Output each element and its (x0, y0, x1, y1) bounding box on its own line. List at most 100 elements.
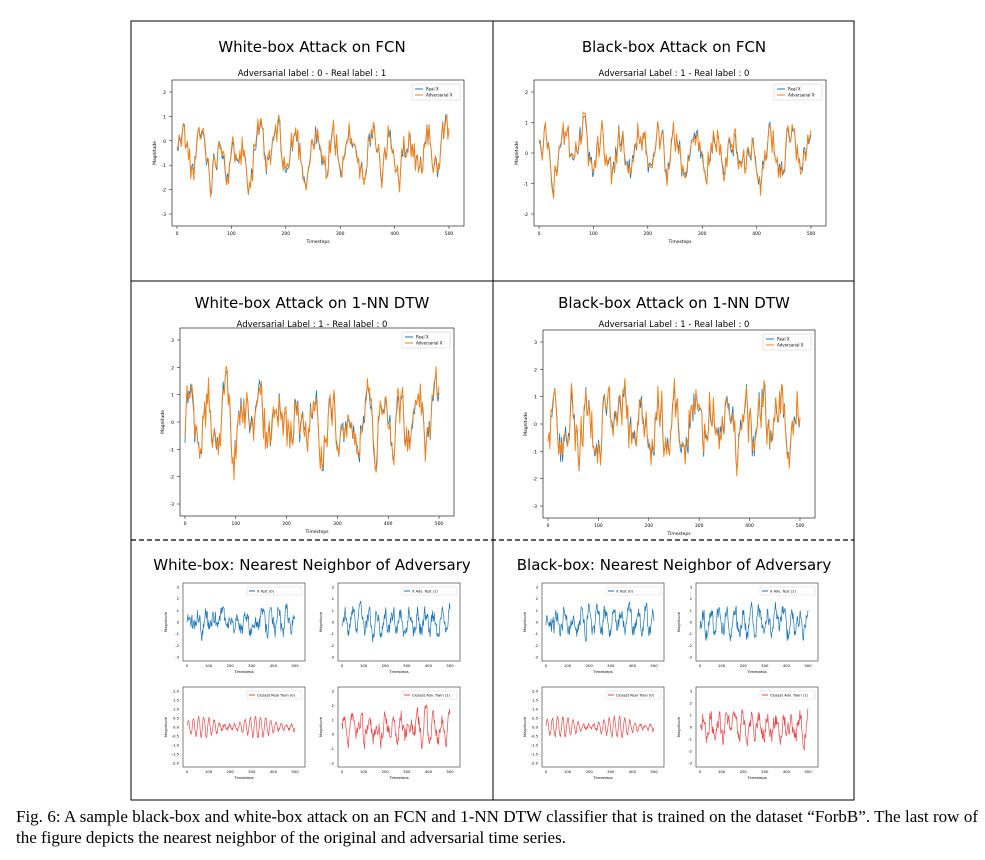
y-tick-label: -2 (533, 477, 538, 483)
y-tick-label: 1 (163, 114, 166, 120)
y-tick-label: -3 (170, 502, 175, 508)
nn-y-tick-label: -3 (534, 655, 538, 660)
nn-y-axis-label: Magnitude (318, 716, 323, 737)
legend-label: Adversarial X (416, 341, 443, 346)
x-tick-label: 300 (695, 523, 704, 529)
nn-series (699, 601, 809, 642)
x-tick-label: 100 (594, 523, 603, 529)
y-tick-label: 0 (171, 420, 174, 426)
legend-label: Real X (788, 87, 801, 92)
nn-legend-box (759, 586, 816, 596)
y-tick-label: -1 (533, 449, 538, 455)
x-tick-label: 100 (227, 231, 236, 237)
y-tick-label: -1 (524, 182, 529, 188)
y-tick-label: 0 (525, 151, 528, 157)
nn-y-tick-label: -1.5 (531, 752, 539, 757)
nn-x-tick-label: 100 (205, 769, 213, 774)
nn-y-tick-label: 0.5 (532, 716, 539, 721)
y-tick-label: -1 (162, 163, 167, 169)
nn-x-tick-label: 200 (586, 663, 594, 668)
nn-legend-label: Closest Real Train (0) (616, 694, 655, 698)
x-tick-label: 200 (282, 521, 291, 527)
y-axis-label: Magnitude (523, 412, 529, 436)
y-tick-label: 3 (171, 338, 174, 344)
nn-x-tick-label: 100 (205, 663, 213, 668)
nn-x-tick-label: 200 (227, 769, 235, 774)
nn-series (341, 600, 451, 643)
nn-x-tick-label: 0 (545, 769, 548, 774)
nn-y-axis-label: Magnitude (318, 611, 323, 632)
x-tick-label: 0 (547, 523, 550, 529)
nn-series (186, 603, 296, 641)
nn-x-tick-label: 100 (564, 769, 572, 774)
nn-x-tick-label: 100 (718, 663, 726, 668)
nn-x-tick-label: 100 (360, 769, 368, 774)
nn-y-tick-label: -3 (688, 655, 692, 660)
figure-caption: Fig. 6: A sample black-box and white-box… (16, 807, 978, 847)
nn-y-tick-label: 3 (332, 585, 335, 590)
plot-area (179, 327, 455, 517)
x-tick-label: 100 (232, 521, 241, 527)
panel-subtitle: Adversarial Label : 1 - Real label : 0 (599, 320, 750, 330)
nn-y-tick-label: -1 (688, 737, 692, 742)
nn-legend-label: Closest Adv. Train (1) (770, 694, 808, 698)
legend-box (773, 83, 823, 101)
x-tick-label: 500 (445, 231, 454, 237)
nn-x-tick-label: 200 (382, 663, 390, 668)
x-axis-label: Timesteps (305, 239, 330, 245)
nn-x-tick-label: 0 (699, 663, 702, 668)
nn-y-tick-label: 1 (332, 717, 335, 722)
nn-x-tick-label: 0 (699, 769, 702, 774)
nn-y-tick-label: 1.5 (173, 698, 180, 703)
nn-legend-box (246, 586, 303, 596)
nn-y-tick-label: 0.0 (532, 725, 539, 730)
nn-y-tick-label: -1 (688, 631, 692, 636)
adversarial-x-series (176, 114, 450, 198)
nn-x-axis-label: Timesteps (746, 669, 767, 674)
y-tick-label: -2 (524, 212, 529, 218)
nn-y-tick-label: -2 (534, 643, 538, 648)
y-tick-label: 2 (171, 365, 174, 371)
nn-legend-label: Closest Adv. Train (1) (412, 694, 450, 698)
nn-y-axis-label: Magnitude (163, 716, 168, 737)
nn-y-tick-label: 3 (690, 689, 693, 694)
nn-x-axis-label: Timesteps (388, 669, 409, 674)
nn-x-tick-label: 0 (186, 663, 189, 668)
nn-x-tick-label: 200 (586, 769, 594, 774)
nn-x-tick-label: 500 (291, 663, 299, 668)
nn-x-tick-label: 300 (607, 769, 615, 774)
nn-y-axis-label: Magnitude (676, 716, 681, 737)
y-tick-label: 1 (171, 393, 174, 399)
nn-y-tick-label: 0.5 (173, 716, 180, 721)
x-tick-label: 300 (333, 521, 342, 527)
nn-y-tick-label: 3 (177, 585, 180, 590)
nn-y-tick-label: -1 (534, 631, 538, 636)
nn-legend-box (246, 690, 303, 700)
nn-x-tick-label: 100 (718, 769, 726, 774)
nn-y-tick-label: -3 (688, 761, 692, 766)
x-tick-label: 500 (796, 523, 805, 529)
nn-legend-box (605, 586, 662, 596)
nn-y-tick-label: 2 (332, 596, 335, 601)
nn-x-tick-label: 400 (783, 663, 791, 668)
nn-y-tick-label: -2 (175, 643, 179, 648)
nn-y-axis-label: Magnitude (163, 611, 168, 632)
x-tick-label: 200 (645, 523, 654, 529)
nn-x-tick-label: 300 (607, 663, 615, 668)
y-tick-label: -1 (170, 447, 175, 453)
nn-x-tick-label: 200 (382, 769, 390, 774)
x-tick-label: 400 (390, 231, 399, 237)
nn-y-tick-label: 1 (332, 608, 335, 613)
x-tick-label: 0 (184, 521, 187, 527)
x-tick-label: 400 (745, 523, 754, 529)
nn-legend-box (401, 586, 458, 596)
nn-x-tick-label: 300 (248, 769, 256, 774)
x-tick-label: 200 (644, 231, 653, 237)
adversarial-x-series (547, 378, 801, 477)
nn-y-tick-label: 2 (690, 596, 693, 601)
nn-x-axis-label: Timesteps (388, 775, 409, 780)
nn-y-tick-label: 1 (177, 608, 180, 613)
nn-x-tick-label: 100 (564, 663, 572, 668)
nn-y-tick-label: -0.5 (172, 734, 180, 739)
nn-series (186, 715, 296, 739)
